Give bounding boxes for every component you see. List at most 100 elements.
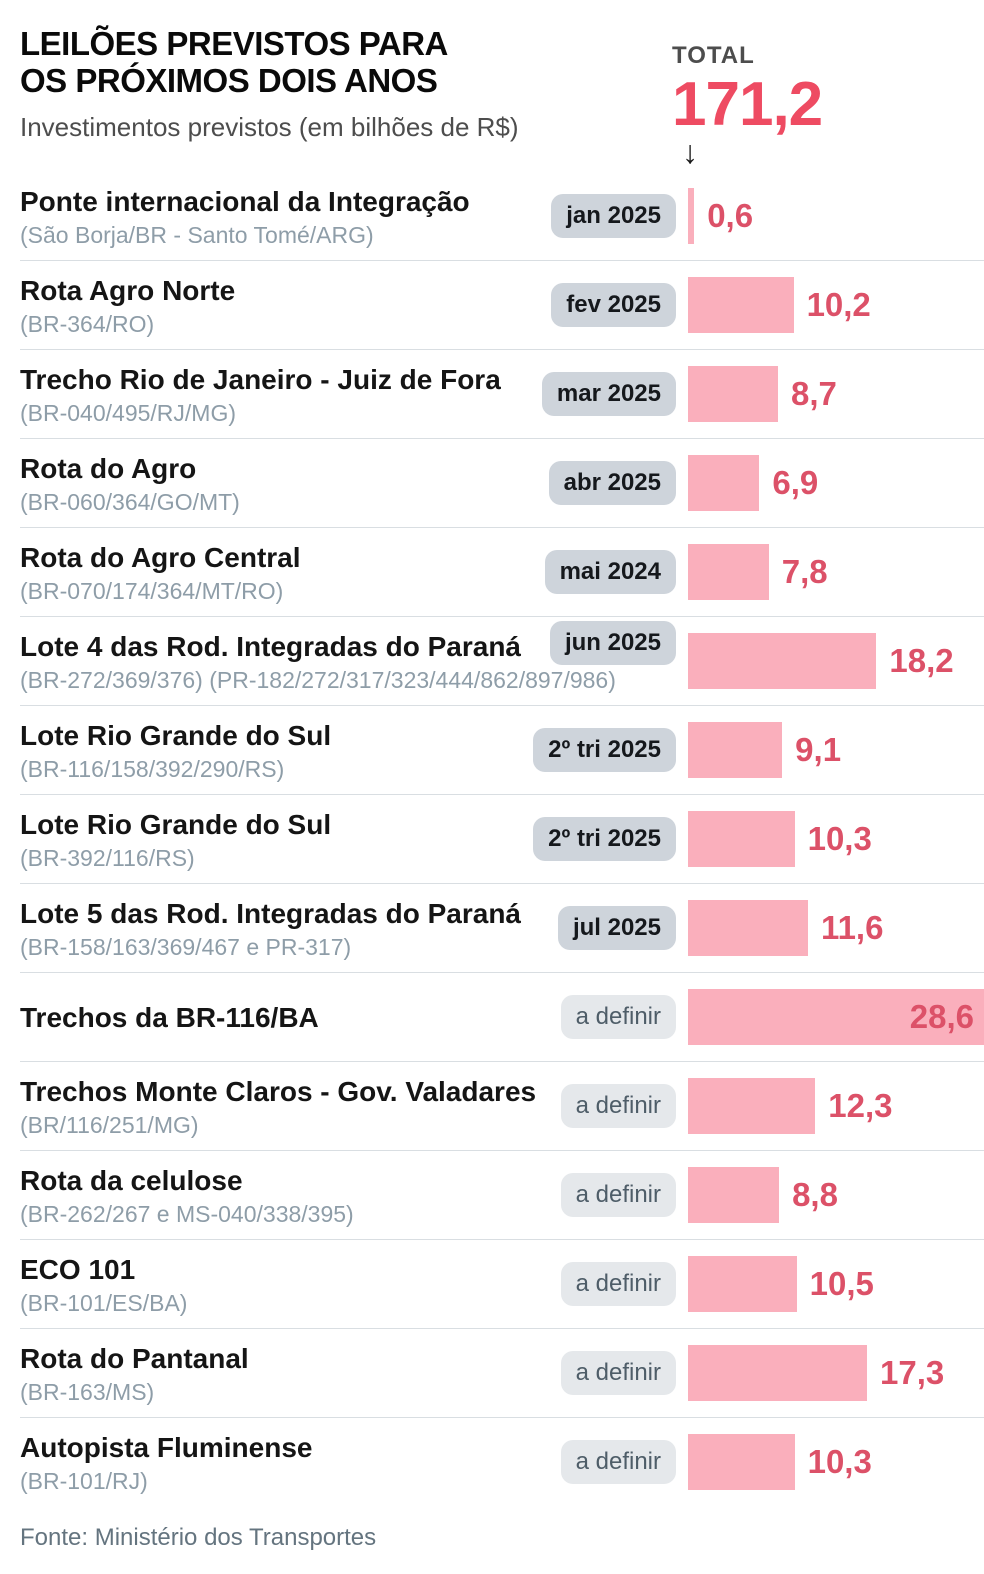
bar-track: 10,2 (688, 261, 984, 349)
bar-value: 11,6 (821, 909, 884, 946)
date-badge-column: a definir (524, 1084, 676, 1128)
date-badge: jan 2025 (551, 194, 676, 238)
table-row: Trechos Monte Claros - Gov. Valadares (B… (20, 1061, 984, 1150)
date-badge: 2º tri 2025 (533, 817, 676, 861)
row-text: Rota do Pantanal (BR-163/MS) (20, 1333, 524, 1414)
bar-value: 10,3 (807, 820, 872, 857)
row-text: Lote 5 das Rod. Integradas do Paraná (BR… (20, 888, 524, 969)
row-text: ECO 101 (BR-101/ES/BA) (20, 1244, 524, 1325)
date-badge-column: jul 2025 (524, 906, 676, 950)
table-row: ECO 101 (BR-101/ES/BA) a definir 10,5 (20, 1239, 984, 1328)
bar (688, 1167, 780, 1223)
bar-value: 10,3 (807, 1443, 872, 1480)
bar-track: 7,8 (688, 528, 984, 616)
table-row: Ponte internacional da Integração (São B… (20, 172, 984, 260)
date-badge: jul 2025 (557, 906, 676, 950)
bar-track: 10,5 (688, 1240, 984, 1328)
table-row: Lote Rio Grande do Sul (BR-116/158/392/2… (20, 705, 984, 794)
total-value: 171,2 (672, 70, 823, 139)
table-row: Lote 4 das Rod. Integradas do Paraná (BR… (20, 616, 984, 705)
row-title: Lote Rio Grande do Sul (20, 719, 332, 751)
date-badge: 2º tri 2025 (533, 728, 676, 772)
bar-value: 10,2 (806, 286, 871, 323)
bar-value: 6,9 (772, 464, 819, 501)
date-badge-column: 2º tri 2025 (524, 728, 676, 772)
bar-value: 7,8 (781, 553, 828, 590)
bar-value: 10,5 (809, 1265, 874, 1302)
row-title: Trechos da BR-116/BA (20, 1001, 319, 1033)
bar (688, 544, 769, 600)
bar-track: 8,7 (688, 350, 984, 438)
row-title: Ponte internacional da Integração (20, 185, 470, 217)
row-text: Trecho Rio de Janeiro - Juiz de Fora (BR… (20, 354, 524, 435)
bar (688, 900, 809, 956)
row-title: Autopista Fluminense (20, 1431, 313, 1463)
row-detail: (BR-101/RJ) (20, 1467, 148, 1494)
auction-list: Ponte internacional da Integração (São B… (20, 172, 984, 1506)
row-detail: (BR-070/174/364/MT/RO) (20, 577, 284, 604)
row-text: Rota da celulose (BR-262/267 e MS-040/33… (20, 1155, 524, 1236)
down-arrow-icon: ↓ (682, 134, 698, 170)
row-detail: (BR-272/369/376) (PR-182/272/317/323/444… (20, 666, 616, 693)
table-row: Rota do Agro Central (BR-070/174/364/MT/… (20, 527, 984, 616)
date-badge: a definir (560, 1084, 676, 1128)
date-badge: mai 2024 (544, 550, 676, 594)
bar (688, 277, 794, 333)
row-detail: (BR-364/RO) (20, 310, 155, 337)
row-title: Rota da celulose (20, 1164, 243, 1196)
date-badge: abr 2025 (548, 461, 676, 505)
bar-track: 17,3 (688, 1329, 984, 1417)
bar-value: 17,3 (880, 1354, 945, 1391)
bar-track: 18,2 (688, 617, 984, 705)
date-badge-column: abr 2025 (524, 461, 676, 505)
bar (688, 455, 760, 511)
row-detail: (BR-163/MS) (20, 1378, 155, 1405)
bar (688, 1345, 868, 1401)
table-row: Rota da celulose (BR-262/267 e MS-040/33… (20, 1150, 984, 1239)
bar-value: 12,3 (828, 1087, 893, 1124)
row-detail: (BR-262/267 e MS-040/338/395) (20, 1200, 354, 1227)
row-title: Rota do Pantanal (20, 1342, 249, 1374)
row-text: Trechos da BR-116/BA (20, 992, 524, 1043)
bar-value: 28,6 (909, 998, 974, 1035)
date-badge: jun 2025 (549, 621, 676, 665)
table-row: Rota Agro Norte (BR-364/RO) fev 2025 10,… (20, 260, 984, 349)
bar (688, 722, 783, 778)
date-badge: a definir (560, 1351, 676, 1395)
page-subtitle: Investimentos previstos (em bilhões de R… (20, 111, 519, 142)
row-title: Trecho Rio de Janeiro - Juiz de Fora (20, 363, 501, 395)
bar-value: 9,1 (795, 731, 842, 768)
bar-value: 8,7 (791, 375, 837, 412)
bar-track: 10,3 (688, 795, 984, 883)
row-title: Rota do Agro (20, 452, 197, 484)
row-title: Rota do Agro Central (20, 541, 301, 573)
date-badge-column: jan 2025 (524, 194, 676, 238)
page-title-line1: LEILÕES PREVISTOS PARA (20, 25, 448, 62)
date-badge-column: a definir (524, 1262, 676, 1306)
row-title: Lote Rio Grande do Sul (20, 808, 332, 840)
total-block: TOTAL 171,2 (672, 42, 823, 139)
bar-value: 8,8 (792, 1176, 838, 1213)
row-text: Autopista Fluminense (BR-101/RJ) (20, 1422, 524, 1503)
page-title: LEILÕES PREVISTOS PARA OS PRÓXIMOS DOIS … (20, 25, 984, 100)
bar (688, 989, 984, 1045)
bar-track: 6,9 (688, 439, 984, 527)
source-note: Fonte: Ministério dos Transportes (20, 1524, 377, 1551)
row-text: Ponte internacional da Integração (São B… (20, 176, 524, 257)
date-badge-column: fev 2025 (524, 283, 676, 327)
row-text: Trechos Monte Claros - Gov. Valadares (B… (20, 1066, 536, 1147)
date-badge-column: 2º tri 2025 (524, 817, 676, 861)
row-detail: (BR/116/251/MG) (20, 1111, 199, 1138)
table-row: Trechos da BR-116/BA a definir 28,6 (20, 972, 984, 1061)
table-row: Rota do Pantanal (BR-163/MS) a definir 1… (20, 1328, 984, 1417)
row-text: Lote Rio Grande do Sul (BR-392/116/RS) (20, 799, 524, 880)
row-detail: (BR-040/495/RJ/MG) (20, 399, 237, 426)
bar-track: 11,6 (688, 884, 984, 972)
table-row: Autopista Fluminense (BR-101/RJ) a defin… (20, 1417, 984, 1506)
bar (688, 1434, 795, 1490)
date-badge: a definir (560, 1440, 676, 1484)
table-row: Trecho Rio de Janeiro - Juiz de Fora (BR… (20, 349, 984, 438)
row-detail: (BR-060/364/GO/MT) (20, 488, 240, 515)
row-text: Lote Rio Grande do Sul (BR-116/158/392/2… (20, 710, 524, 791)
